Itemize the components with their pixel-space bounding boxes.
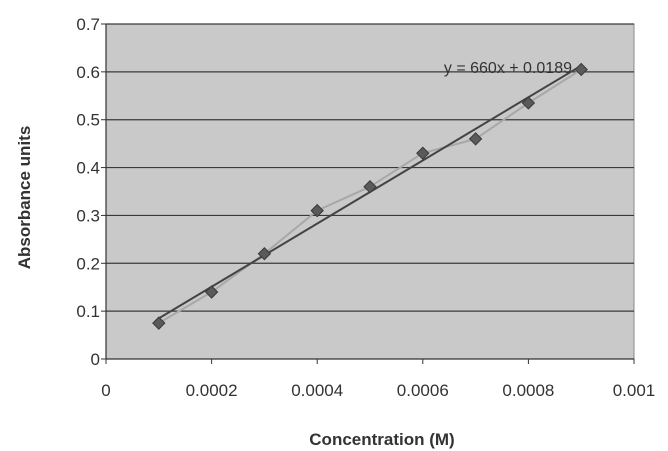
x-tick-label: 0.001: [613, 381, 656, 400]
y-tick-label: 0.2: [76, 254, 100, 273]
x-tick-label: 0.0008: [502, 381, 554, 400]
data-point: [416, 146, 430, 160]
data-point: [363, 180, 377, 194]
y-tick-label: 0.1: [76, 302, 100, 321]
x-tick-label: 0.0002: [186, 381, 238, 400]
data-point: [152, 316, 166, 330]
data-point: [468, 132, 483, 146]
y-tick-label: 0.3: [76, 206, 100, 225]
y-tick-label: 0.5: [76, 111, 100, 130]
y-tick-label: 0.6: [76, 63, 100, 82]
y-tick-label: 0: [91, 350, 100, 369]
y-axis-title: Absorbance units: [15, 126, 34, 270]
x-tick-label: 0.0006: [397, 381, 449, 400]
data-point: [521, 96, 536, 110]
data-point: [204, 285, 219, 299]
y-tick-label: 0.4: [76, 159, 100, 178]
data-point: [257, 247, 272, 261]
data-point: [310, 203, 324, 218]
x-tick-label: 0.0004: [291, 381, 343, 400]
y-tick-label: 0.7: [76, 15, 100, 34]
x-axis-title: Concentration (M): [309, 430, 454, 449]
x-tick-label: 0: [101, 381, 110, 400]
data-point: [574, 62, 588, 77]
trendline-equation: y = 660x + 0.0189: [444, 60, 572, 77]
